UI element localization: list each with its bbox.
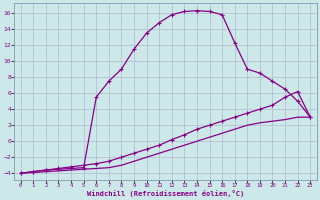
X-axis label: Windchill (Refroidissement éolien,°C): Windchill (Refroidissement éolien,°C) xyxy=(87,190,244,197)
